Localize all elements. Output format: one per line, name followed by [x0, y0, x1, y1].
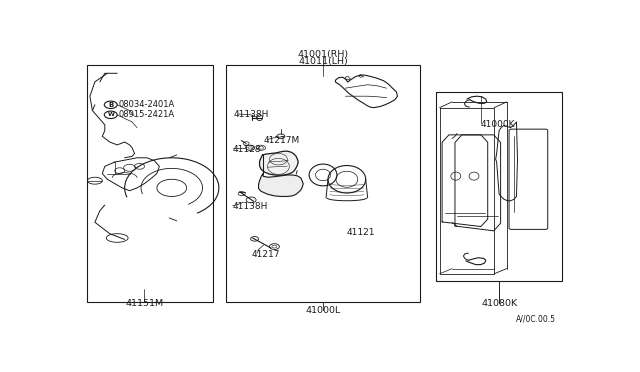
Text: 08034-2401A: 08034-2401A	[118, 100, 175, 109]
Text: 41000L: 41000L	[305, 306, 340, 315]
Text: 41151M: 41151M	[125, 299, 164, 308]
Polygon shape	[260, 151, 298, 175]
Polygon shape	[259, 174, 303, 196]
Bar	[227, 65, 420, 302]
Text: 41080K: 41080K	[481, 298, 517, 308]
Text: A//0C.00.5: A//0C.00.5	[516, 315, 556, 324]
Text: W: W	[108, 112, 114, 117]
Text: 41138H: 41138H	[233, 202, 268, 211]
Text: 41217: 41217	[251, 250, 280, 259]
Bar	[436, 92, 562, 281]
Text: 41138H: 41138H	[234, 110, 269, 119]
Text: 08915-2421A: 08915-2421A	[118, 110, 175, 119]
Text: 41128: 41128	[233, 145, 261, 154]
Bar	[88, 65, 213, 302]
Text: 41121: 41121	[346, 228, 375, 237]
Text: B: B	[108, 102, 113, 108]
Text: 41217M: 41217M	[264, 136, 300, 145]
Text: 41001(RH): 41001(RH)	[298, 50, 349, 59]
Text: 41000K: 41000K	[481, 121, 515, 129]
Text: 41011(LH): 41011(LH)	[298, 57, 348, 66]
